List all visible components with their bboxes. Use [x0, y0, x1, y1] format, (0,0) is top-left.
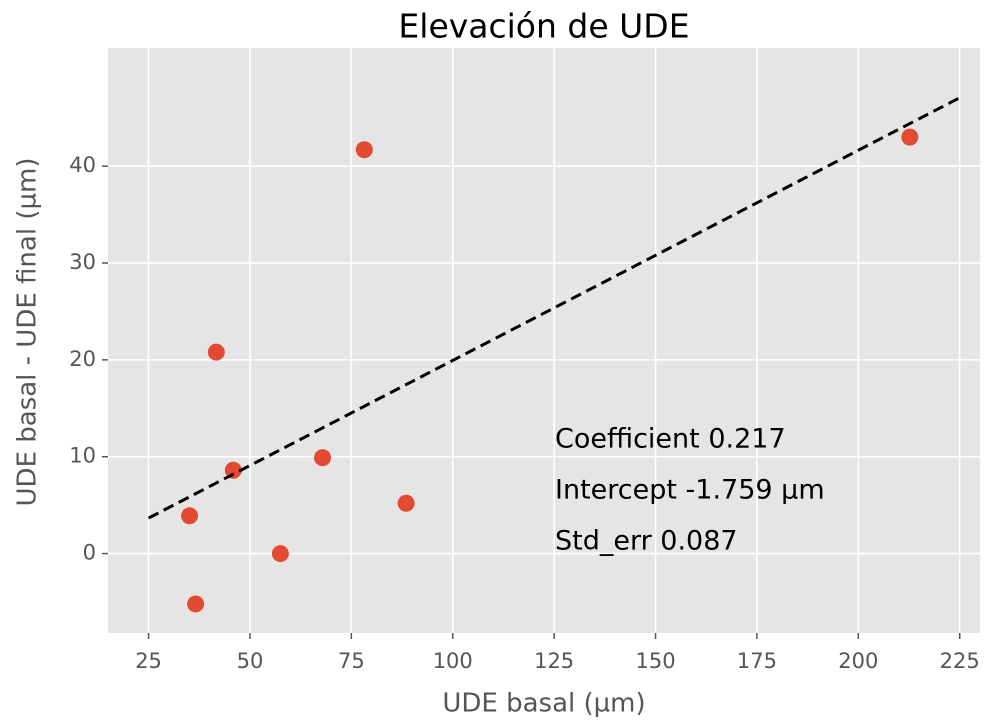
y-tick-label: 20 — [69, 347, 96, 371]
annotation: Std_err 0.087 — [555, 526, 738, 557]
point — [901, 128, 919, 146]
point — [181, 507, 199, 525]
annotation: Coefficient 0.217 — [555, 424, 786, 455]
x-tick-label: 125 — [534, 649, 574, 673]
annotation: Intercept -1.759 µm — [555, 475, 825, 506]
y-tick-label: 40 — [69, 153, 96, 177]
x-tick-label: 50 — [237, 649, 264, 673]
point — [224, 461, 242, 479]
plot-area — [108, 48, 980, 633]
y-tick-label: 10 — [69, 444, 96, 468]
y-tick-label: 0 — [83, 541, 96, 565]
point — [397, 494, 415, 512]
point — [271, 545, 289, 563]
point — [207, 343, 225, 361]
point — [355, 141, 373, 159]
x-tick-label: 25 — [135, 649, 162, 673]
x-tick-label: 75 — [338, 649, 365, 673]
x-tick-label: 150 — [635, 649, 675, 673]
y-tick-label: 30 — [69, 250, 96, 274]
x-axis-label: UDE basal (µm) — [442, 689, 645, 719]
point — [314, 449, 332, 467]
x-tick-label: 100 — [433, 649, 473, 673]
chart-title: Elevación de UDE — [398, 7, 689, 46]
y-axis-label: UDE basal - UDE final (µm) — [13, 158, 43, 507]
x-tick-label: 225 — [940, 649, 980, 673]
x-tick-label: 175 — [737, 649, 777, 673]
x-tick-label: 200 — [838, 649, 878, 673]
point — [187, 595, 205, 613]
